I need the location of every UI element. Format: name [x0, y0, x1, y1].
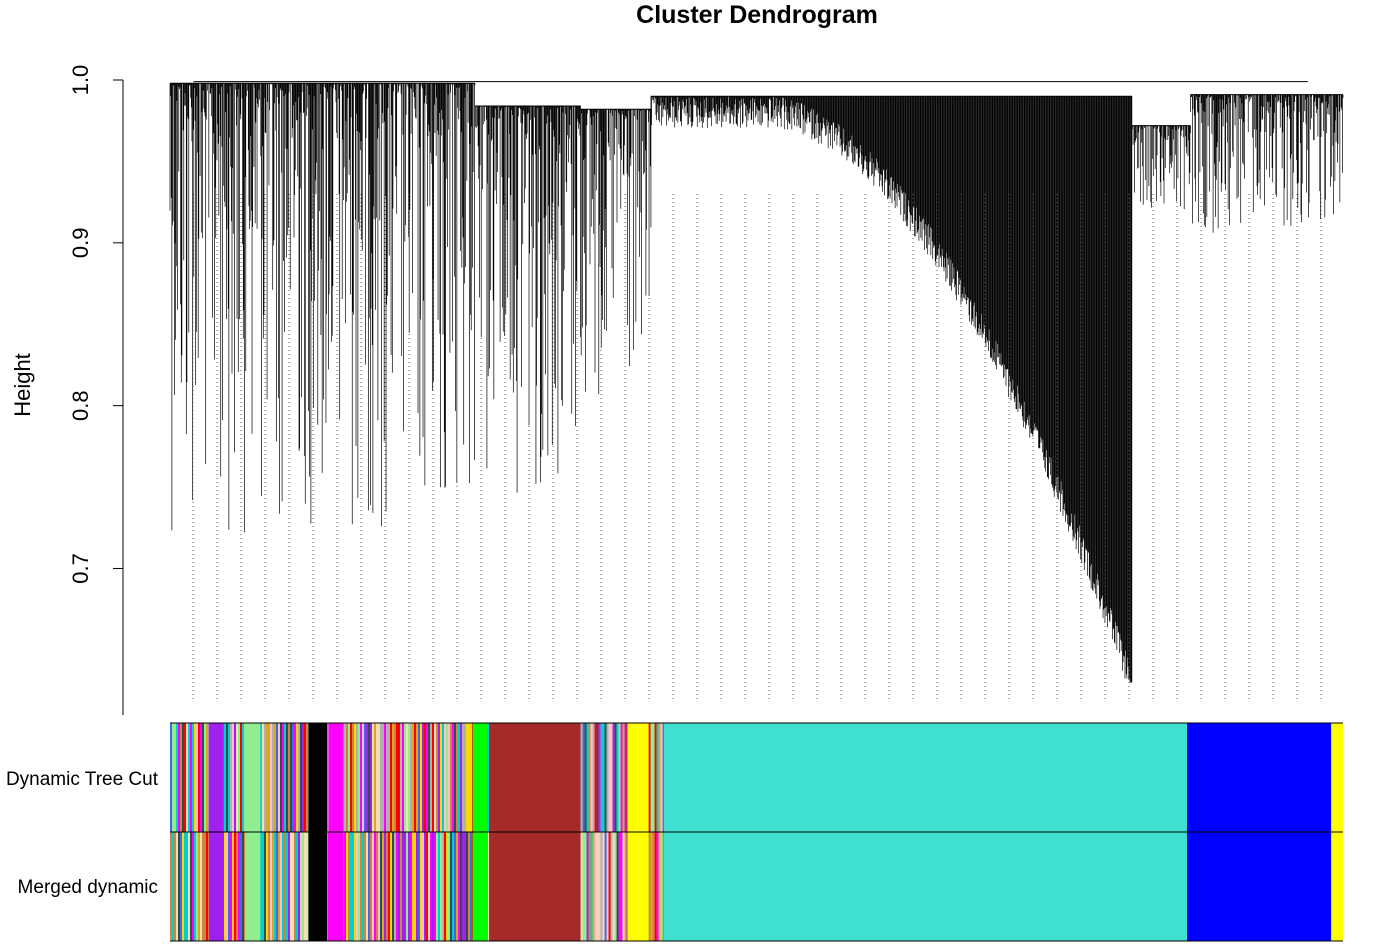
clade — [650, 95, 1133, 683]
clade — [474, 105, 581, 493]
module-turquoise — [663, 832, 1187, 941]
y-tick-label: 0.8 — [68, 390, 93, 421]
y-axis — [113, 79, 124, 715]
clade — [1190, 94, 1344, 233]
module-brown — [489, 723, 581, 832]
color-row — [170, 832, 1343, 941]
row-label-dynamic-tree-cut: Dynamic Tree Cut — [6, 769, 159, 790]
chart-title: Cluster Dendrogram — [636, 1, 878, 29]
dendrogram-tree — [169, 81, 1344, 683]
row-label-merged-dynamic: Merged dynamic — [18, 877, 158, 898]
module-yellow — [1331, 723, 1343, 832]
y-tick-label: 0.7 — [68, 553, 93, 584]
clade — [169, 82, 476, 533]
module-brown — [489, 832, 581, 941]
y-tick-label: 0.9 — [68, 228, 93, 259]
module-turquoise — [663, 723, 1187, 832]
color-row — [170, 723, 1343, 832]
module-color-bars — [170, 722, 1343, 942]
y-axis-label: Height — [10, 353, 35, 417]
clade — [1131, 125, 1191, 210]
clade — [580, 108, 652, 395]
y-tick-label: 1.0 — [68, 65, 93, 96]
module-blue — [1186, 832, 1332, 941]
module-yellow — [1331, 832, 1343, 941]
leaf-guide-lines — [192, 193, 1322, 700]
module-blue — [1186, 723, 1332, 832]
